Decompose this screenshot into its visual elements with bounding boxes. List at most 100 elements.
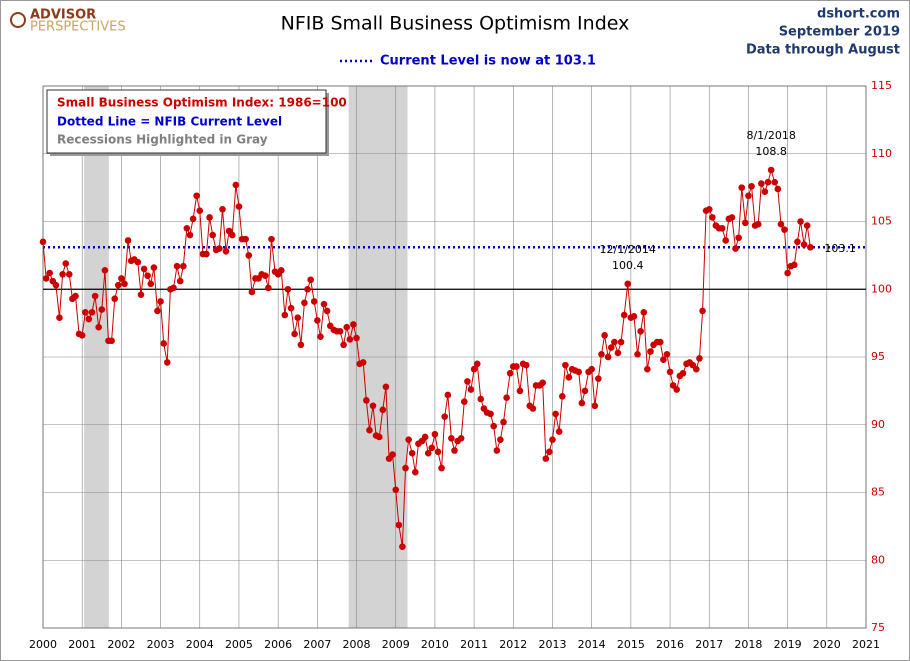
x-tick-label: 2009: [382, 638, 410, 651]
source: September 2019: [779, 25, 900, 40]
data-point: [124, 237, 132, 244]
x-tick-label: 2006: [264, 638, 292, 651]
data-point: [183, 224, 191, 232]
x-tick-label: 2021: [852, 638, 880, 651]
data-point: [758, 180, 765, 187]
data-point: [663, 350, 671, 358]
data-point: [620, 311, 628, 319]
logo-top: ADVISOR: [30, 8, 96, 23]
data-point: [444, 391, 452, 399]
legend: Small Business Optimism Index: 1986=100 D…: [46, 89, 347, 156]
data-point: [114, 281, 122, 289]
data-point: [163, 359, 171, 366]
data-point: [137, 291, 145, 298]
legend-entry: Small Business Optimism Index: 1986=100: [57, 96, 347, 110]
data-point: [591, 402, 599, 410]
data-point: [392, 486, 400, 494]
y-tick-label: 80: [871, 553, 885, 566]
data-point: [679, 369, 687, 377]
y-tick-label: 75: [871, 621, 885, 634]
data-point: [784, 269, 791, 277]
data-point: [307, 276, 314, 284]
data-point: [438, 464, 445, 472]
x-tick-label: 2012: [499, 638, 527, 651]
logo-bottom: PERSPECTIVES: [30, 20, 126, 35]
data-point: [558, 392, 566, 400]
x-tick-label: 2001: [68, 638, 96, 651]
y-tick-label: 115: [871, 79, 892, 92]
plot-border: [42, 85, 867, 629]
data-point: [575, 368, 583, 376]
data-point: [91, 292, 99, 300]
data-point: [777, 220, 785, 228]
data-point: [790, 261, 798, 269]
legend-entry: Dotted Line = NFIB Current Level: [57, 115, 282, 129]
data-point: [503, 394, 510, 401]
data-point: [614, 349, 622, 357]
data-point: [546, 448, 553, 456]
data-point: [539, 379, 546, 387]
data-point: [565, 374, 573, 381]
data-point: [160, 340, 168, 347]
y-tick-label: 90: [871, 418, 885, 431]
data-point: [497, 436, 504, 443]
x-tick-label: 2018: [734, 638, 762, 651]
data-point: [121, 280, 128, 288]
data-point: [56, 314, 63, 322]
x-tick-label: 2005: [225, 638, 253, 651]
data-point: [797, 218, 804, 225]
logo-icon: [10, 12, 26, 28]
data-point: [513, 363, 520, 370]
data-point: [118, 275, 125, 282]
data-point: [297, 341, 305, 349]
logo: ADVISOR PERSPECTIVES: [10, 8, 126, 35]
data-point: [150, 264, 158, 271]
data-point: [95, 323, 102, 331]
data-point: [320, 300, 328, 308]
data-point: [245, 252, 253, 259]
data-point: [457, 435, 465, 442]
data-point: [473, 360, 481, 368]
data-point: [549, 436, 556, 443]
data-point: [72, 292, 79, 300]
data-point: [542, 455, 550, 462]
data-point: [552, 410, 559, 418]
x-tick-label: 2002: [107, 638, 135, 651]
data-point: [140, 265, 148, 273]
data-point: [203, 250, 210, 258]
data-point: [588, 365, 595, 373]
data-point: [421, 433, 429, 441]
y-tick-label: 95: [871, 350, 885, 363]
data-point: [65, 271, 73, 278]
data-point: [59, 271, 66, 278]
data-point: [379, 406, 387, 414]
x-tick-label: 2003: [147, 638, 175, 651]
data-point: [424, 449, 432, 457]
x-tick-label: 2014: [578, 638, 606, 651]
legend-box: [46, 89, 327, 154]
data-point: [699, 307, 706, 315]
data-point: [630, 313, 638, 320]
data-point: [705, 206, 713, 213]
data-point: [647, 348, 654, 355]
x-tick-label: 2010: [421, 638, 449, 651]
data-point: [464, 378, 471, 385]
data-point: [477, 395, 485, 403]
data-point: [634, 350, 641, 358]
data-point: [506, 369, 514, 377]
data-point: [451, 447, 458, 454]
data-point: [353, 334, 360, 342]
data-point: [222, 248, 230, 255]
data-point: [735, 234, 742, 242]
data-point: [176, 277, 184, 285]
data-point: [317, 333, 324, 340]
data-point: [108, 337, 115, 345]
data-point: [640, 308, 648, 316]
data-point: [529, 405, 537, 412]
data-point: [314, 317, 321, 324]
data-point: [82, 308, 89, 316]
data-point: [78, 332, 86, 339]
data-point: [412, 468, 419, 476]
annotation-date: 12/1/2014: [600, 243, 656, 256]
